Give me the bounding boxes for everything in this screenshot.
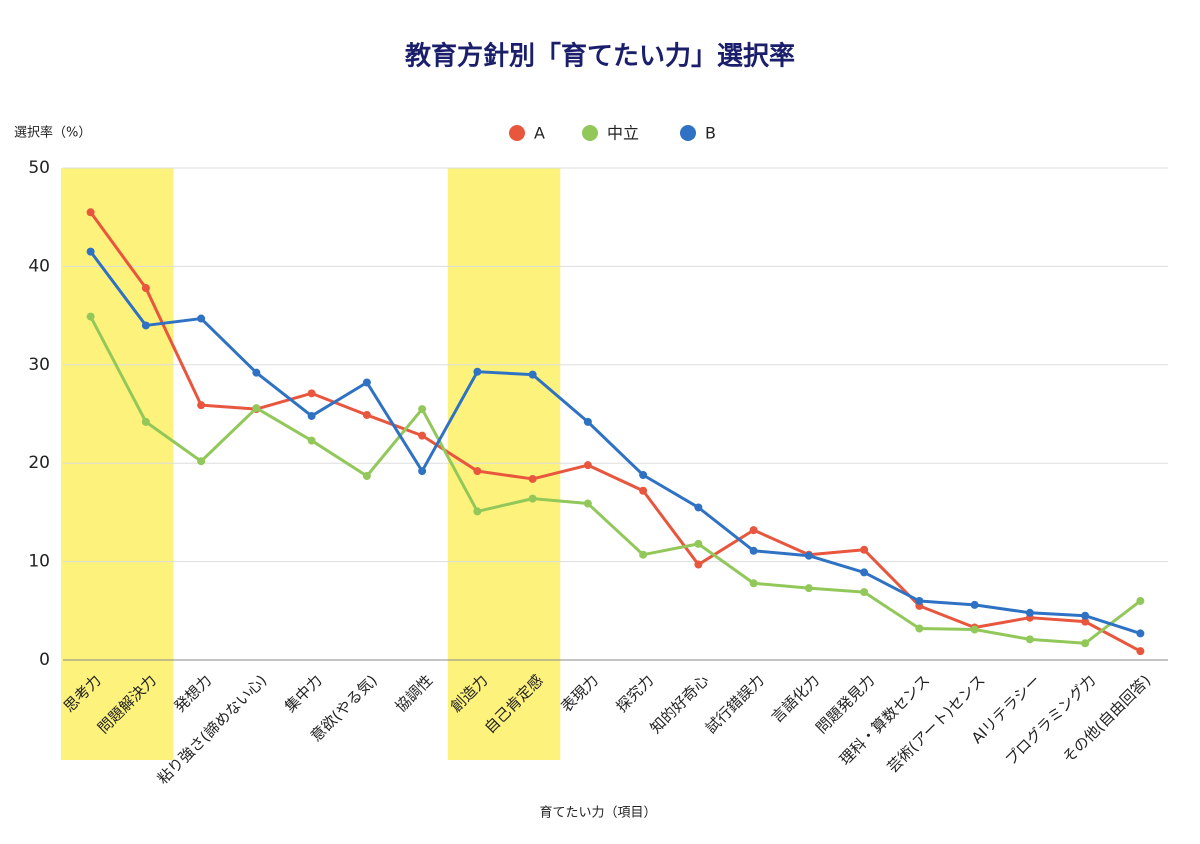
data-point <box>749 526 758 535</box>
series-line <box>89 250 1141 635</box>
data-point <box>473 467 482 476</box>
data-point <box>860 545 869 554</box>
data-point <box>473 367 482 376</box>
data-point <box>1025 608 1034 617</box>
data-point <box>418 431 427 440</box>
data-point <box>970 600 979 609</box>
x-axis-label: 育てたい力（項目） <box>539 805 656 821</box>
data-point <box>473 507 482 516</box>
y-tick-label: 0 <box>39 650 50 670</box>
data-point <box>639 471 648 480</box>
data-point <box>252 404 261 413</box>
y-tick-label: 40 <box>28 256 50 276</box>
x-tick-label: 集中力 <box>281 671 326 716</box>
x-tick-label: 言語化力 <box>768 671 823 726</box>
data-point <box>307 436 316 445</box>
data-point <box>362 378 371 387</box>
data-point <box>583 461 592 470</box>
data-point <box>804 584 813 593</box>
data-point <box>197 401 206 410</box>
data-point <box>639 486 648 495</box>
legend-marker <box>509 125 525 141</box>
data-point <box>197 314 206 323</box>
data-point <box>86 247 95 256</box>
data-point <box>1136 596 1145 605</box>
highlight-band <box>61 168 119 760</box>
highlight-band <box>447 168 505 760</box>
legend-label: B <box>705 124 716 143</box>
data-point <box>1081 611 1090 620</box>
data-point <box>141 321 150 330</box>
x-tick-label: 表現力 <box>557 671 602 716</box>
data-point <box>362 410 371 419</box>
x-tick-label: 芸術(アート)センス <box>884 671 989 776</box>
data-point <box>528 370 537 379</box>
data-point <box>583 417 592 426</box>
data-point <box>141 284 150 293</box>
y-tick-label: 20 <box>28 453 50 473</box>
y-tick-label: 50 <box>28 158 50 178</box>
highlights <box>61 168 561 760</box>
data-point <box>1136 629 1145 638</box>
series-line <box>89 315 1142 645</box>
data-point <box>418 467 427 476</box>
highlight-band <box>503 168 561 760</box>
data-point <box>694 560 703 569</box>
data-point <box>749 546 758 555</box>
data-point <box>860 588 869 597</box>
x-tick-label: 知的好奇心 <box>647 671 713 737</box>
data-point <box>583 499 592 508</box>
x-tick-label: 発想力 <box>171 671 216 716</box>
data-point <box>639 550 648 559</box>
data-point <box>1136 647 1145 656</box>
data-point <box>1025 635 1034 644</box>
legend-label: 中立 <box>607 124 639 143</box>
data-point <box>694 503 703 512</box>
data-point <box>86 312 95 321</box>
data-point <box>307 389 316 398</box>
legend-marker <box>680 125 696 141</box>
data-point <box>141 417 150 426</box>
data-point <box>86 208 95 217</box>
chart-title: 教育方針別「育てたい力」選択率 <box>405 41 795 72</box>
x-tick-label: 協調性 <box>392 671 437 716</box>
x-tick-label: 試行錯誤力 <box>702 671 768 737</box>
data-point <box>1081 639 1090 648</box>
legend-marker <box>582 125 598 141</box>
y-axis-label: 選択率（%） <box>14 125 91 141</box>
data-point <box>528 474 537 483</box>
data-point <box>970 625 979 634</box>
data-point <box>418 405 427 414</box>
y-tick-label: 10 <box>28 552 50 572</box>
data-point <box>252 368 261 377</box>
data-point <box>197 457 206 466</box>
x-tick-label: 探究力 <box>613 671 658 716</box>
data-point <box>694 539 703 548</box>
data-point <box>860 568 869 577</box>
data-point <box>915 596 924 605</box>
data-point <box>749 579 758 588</box>
data-point <box>915 624 924 633</box>
data-point <box>1081 617 1090 626</box>
data-point <box>528 494 537 503</box>
series-line <box>89 211 1142 653</box>
legend-label: A <box>534 124 545 143</box>
data-point <box>307 411 316 420</box>
data-point <box>804 551 813 560</box>
y-tick-label: 30 <box>28 355 50 375</box>
data-point <box>362 471 371 480</box>
